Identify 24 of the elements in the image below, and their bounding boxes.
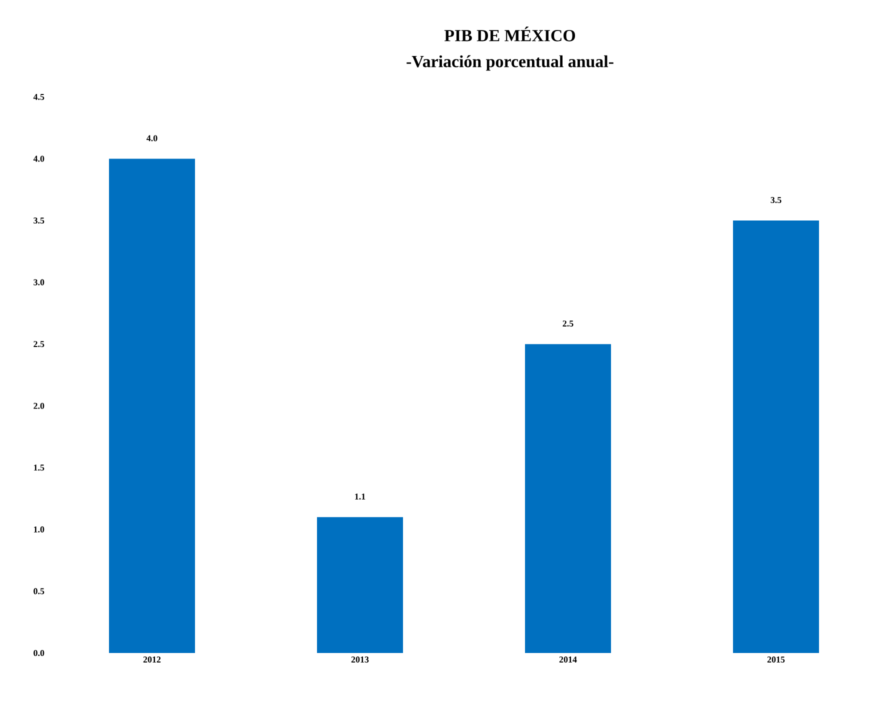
x-tick-label: 2013: [351, 656, 369, 663]
chart-subtitle: -Variación porcentual anual-: [406, 55, 614, 71]
y-tick-label: 0.5: [34, 588, 44, 594]
data-label: 3.5: [770, 197, 782, 204]
bar: [525, 344, 612, 653]
chart-title: PIB DE MÉXICO: [444, 26, 576, 42]
y-tick-label: 1.5: [34, 464, 44, 471]
y-tick-label: 1.0: [34, 526, 44, 532]
y-tick-label: 0.0: [34, 650, 44, 656]
y-tick-label: 4.5: [33, 94, 44, 100]
bar: [317, 517, 404, 653]
data-label: 4.0: [146, 135, 158, 142]
bar: [109, 158, 195, 653]
y-tick-label: 3.0: [34, 279, 44, 286]
y-tick-label: 3.5: [34, 218, 44, 224]
x-tick-label: 2012: [143, 656, 161, 663]
x-tick-label: 2014: [559, 656, 577, 663]
bar: [733, 220, 820, 653]
data-label: 2.5: [562, 320, 574, 327]
y-tick-label: 4.0: [33, 156, 44, 162]
y-tick-label: 2.5: [34, 341, 44, 348]
data-label: 1.1: [355, 494, 366, 500]
x-tick-label: 2015: [767, 656, 785, 663]
y-tick-label: 2.0: [34, 402, 44, 409]
